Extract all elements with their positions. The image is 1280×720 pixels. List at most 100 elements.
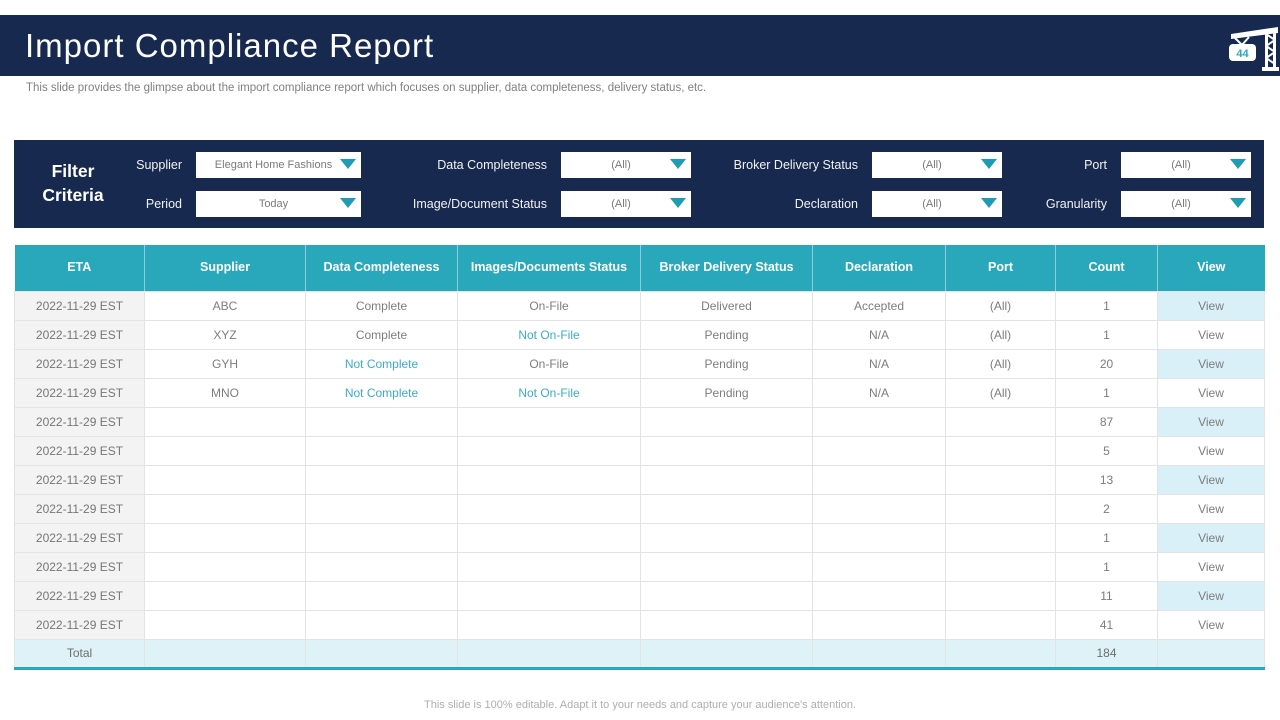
view-link[interactable]: View (1157, 522, 1265, 553)
filter-declaration: Declaration (All) (691, 190, 1002, 217)
broker-status-cell: Delivered (640, 290, 813, 321)
port-cell (945, 638, 1056, 670)
supplier-cell: MNO (144, 377, 306, 408)
broker-status-cell (640, 580, 813, 611)
view-link[interactable]: View (1157, 435, 1265, 466)
view-link[interactable]: View (1157, 609, 1265, 640)
filter-image-document-status: Image/Document Status (All) (361, 190, 691, 217)
eta-cell: 2022-11-29 EST (14, 348, 145, 379)
count-cell: 20 (1055, 348, 1158, 379)
slide-footer-note: This slide is 100% editable. Adapt it to… (424, 699, 856, 711)
col-header-eta: ETA (14, 245, 145, 291)
data-completeness-cell (305, 609, 458, 640)
broker-delivery-status-dropdown-value: (All) (922, 158, 942, 171)
view-cell (1157, 638, 1265, 670)
data-completeness-cell (305, 551, 458, 582)
image-document-status-dropdown[interactable]: (All) (561, 190, 691, 217)
table-row: 2022-11-29 EST MNO Not Complete Not On-File… (14, 377, 1265, 408)
period-dropdown-value: Today (258, 197, 289, 210)
declaration-cell (812, 435, 946, 466)
view-link[interactable]: View (1157, 406, 1265, 437)
images-status-cell (457, 435, 641, 466)
col-header-declaration: Declaration (812, 245, 946, 291)
table-row: 2022-11-29 EST 41 View (14, 609, 1265, 640)
count-cell: 87 (1055, 406, 1158, 437)
filter-broker-delivery-status-label: Broker Delivery Status (733, 157, 858, 172)
count-cell: 13 (1055, 464, 1158, 495)
col-header-view: View (1157, 245, 1265, 291)
declaration-cell: N/A (812, 377, 946, 408)
chevron-down-icon (1230, 197, 1246, 208)
view-link[interactable]: View (1157, 377, 1265, 408)
supplier-dropdown[interactable]: Elegant Home Fashions (196, 151, 361, 178)
crane-page-number-icon: 44 (1229, 27, 1279, 71)
filter-period: Period Today (132, 190, 361, 217)
declaration-cell (812, 609, 946, 640)
supplier-cell (144, 609, 306, 640)
view-link[interactable]: View (1157, 348, 1265, 379)
count-cell: 5 (1055, 435, 1158, 466)
supplier-cell (144, 406, 306, 437)
import-compliance-table: ETA Supplier Data Completeness Images/Do… (14, 245, 1265, 670)
filter-supplier: Supplier Elegant Home Fashions (132, 151, 361, 178)
filter-data-completeness: Data Completeness (All) (361, 151, 691, 178)
broker-status-cell (640, 551, 813, 582)
images-status-cell (457, 609, 641, 640)
col-header-port: Port (945, 245, 1056, 291)
granularity-dropdown-value: (All) (1171, 197, 1191, 210)
eta-cell: 2022-11-29 EST (14, 522, 145, 553)
images-status-cell (457, 522, 641, 553)
filter-port: Port (All) (1002, 151, 1251, 178)
declaration-cell (812, 551, 946, 582)
view-link[interactable]: View (1157, 580, 1265, 611)
eta-cell: 2022-11-29 EST (14, 319, 145, 350)
declaration-dropdown-value: (All) (922, 197, 942, 210)
table-row: 2022-11-29 EST 2 View (14, 493, 1265, 524)
table-row: 2022-11-29 EST 5 View (14, 435, 1265, 466)
images-status-cell (457, 493, 641, 524)
view-link[interactable]: View (1157, 551, 1265, 582)
port-cell: (All) (945, 319, 1056, 350)
port-cell (945, 551, 1056, 582)
data-completeness-cell: Complete (305, 290, 458, 321)
count-cell: 1 (1055, 319, 1158, 350)
data-completeness-cell (305, 522, 458, 553)
eta-cell: 2022-11-29 EST (14, 609, 145, 640)
count-cell: 1 (1055, 290, 1158, 321)
chevron-down-icon (670, 158, 686, 169)
eta-cell: 2022-11-29 EST (14, 580, 145, 611)
data-completeness-cell: Not Complete (305, 377, 458, 408)
chevron-down-icon (670, 197, 686, 208)
broker-delivery-status-dropdown[interactable]: (All) (872, 151, 1002, 178)
declaration-cell: Accepted (812, 290, 946, 321)
table-row: 2022-11-29 EST XYZ Complete Not On-File Pend… (14, 319, 1265, 350)
view-link[interactable]: View (1157, 319, 1265, 350)
declaration-cell (812, 464, 946, 495)
declaration-dropdown[interactable]: (All) (872, 190, 1002, 217)
view-link[interactable]: View (1157, 464, 1265, 495)
count-cell: 1 (1055, 551, 1158, 582)
table-row: 2022-11-29 EST 87 View (14, 406, 1265, 437)
count-cell: 2 (1055, 493, 1158, 524)
declaration-cell (812, 638, 946, 670)
broker-status-cell (640, 522, 813, 553)
chevron-down-icon (340, 197, 356, 208)
data-completeness-dropdown[interactable]: (All) (561, 151, 691, 178)
eta-cell: 2022-11-29 EST (14, 493, 145, 524)
period-dropdown[interactable]: Today (196, 190, 361, 217)
data-completeness-cell (305, 493, 458, 524)
broker-status-cell (640, 609, 813, 640)
port-dropdown[interactable]: (All) (1121, 151, 1251, 178)
supplier-cell (144, 493, 306, 524)
granularity-dropdown[interactable]: (All) (1121, 190, 1251, 217)
supplier-cell: XYZ (144, 319, 306, 350)
eta-cell: 2022-11-29 EST (14, 464, 145, 495)
images-status-cell (457, 406, 641, 437)
count-cell: 41 (1055, 609, 1158, 640)
port-cell: (All) (945, 377, 1056, 408)
filter-declaration-label: Declaration (794, 196, 858, 211)
port-cell (945, 435, 1056, 466)
view-link[interactable]: View (1157, 290, 1265, 321)
view-link[interactable]: View (1157, 493, 1265, 524)
page-title: Import Compliance Report (25, 26, 435, 64)
